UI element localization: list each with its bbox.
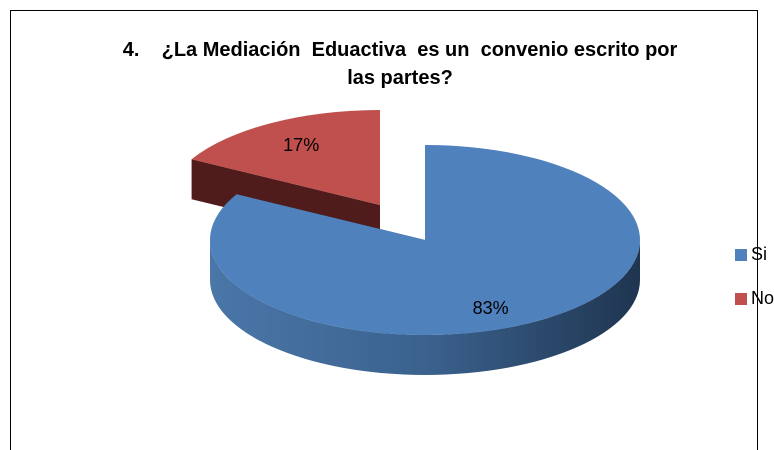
chart-title: 4. ¿La Mediación Eduactiva es un conveni… — [122, 39, 683, 89]
legend-label: Si — [751, 244, 767, 264]
pie-slice-side — [210, 240, 640, 375]
legend-label: No — [751, 288, 774, 308]
legend-swatch — [735, 249, 747, 261]
legend-swatch — [735, 293, 747, 305]
data-label: 83% — [473, 298, 509, 318]
pie-slice — [210, 145, 640, 335]
pie-slice — [191, 109, 380, 205]
chart-border — [10, 10, 758, 450]
data-label: 17% — [283, 135, 319, 155]
